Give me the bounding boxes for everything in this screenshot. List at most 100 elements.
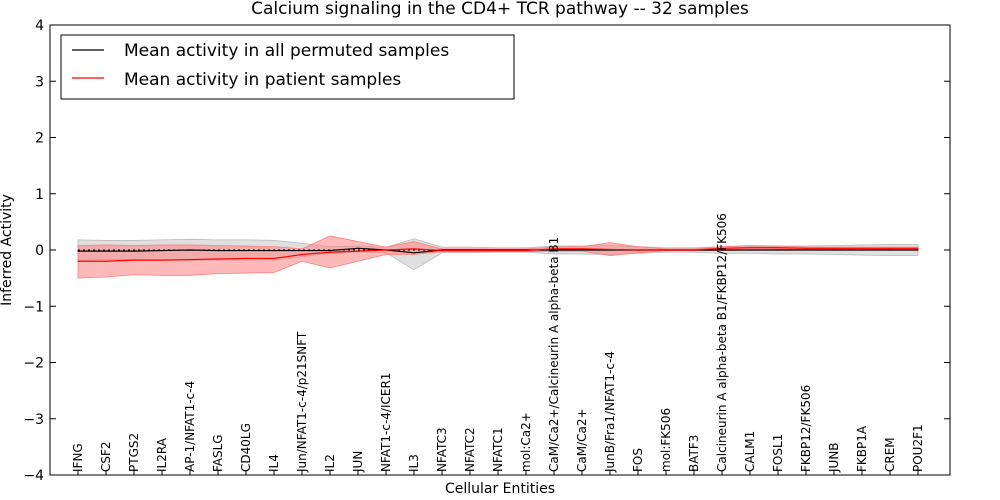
x-tick-label: FKBP1A <box>855 425 869 472</box>
x-tick-label: NFATC1 <box>491 427 505 472</box>
y-tick-label: 4 <box>35 18 44 34</box>
point-patient <box>441 249 443 252</box>
point-patient <box>581 248 583 250</box>
point-permuted <box>301 249 303 252</box>
x-tick-label: Jun/NFAT1-c-4/p21SNFT <box>295 331 309 473</box>
x-tick-label: CaM/Ca2+/Calcineurin A alpha-beta B1 <box>547 237 561 472</box>
x-tick-label: POU2F1 <box>911 424 925 472</box>
point-permuted <box>889 249 891 251</box>
y-tick-label: 0 <box>35 243 44 259</box>
point-permuted <box>833 249 835 251</box>
point-patient <box>105 260 107 262</box>
point-patient <box>469 249 471 252</box>
x-tick-label: CALM1 <box>743 431 757 472</box>
point-permuted <box>805 249 807 251</box>
point-patient <box>133 259 135 261</box>
x-tick-label: mol:FK506 <box>659 408 673 472</box>
point-patient <box>833 247 835 249</box>
confidence-bands <box>77 235 919 279</box>
point-patient <box>637 249 639 251</box>
point-permuted <box>245 249 247 252</box>
point-patient <box>749 247 751 249</box>
point-permuted <box>861 249 863 251</box>
y-tick-label: 3 <box>35 74 44 90</box>
x-tick-label: JunB/Fra1/NFAT1-c-4 <box>603 351 617 473</box>
point-patient <box>609 248 611 251</box>
x-tick-label: CSF2 <box>99 441 113 472</box>
x-tick-label: IL2RA <box>155 437 169 472</box>
y-tick-label: −3 <box>23 412 44 428</box>
x-tick-label: FOS <box>631 448 645 472</box>
y-tick-label: −1 <box>23 299 44 315</box>
legend-label-patient: Mean activity in patient samples <box>124 70 401 90</box>
x-tick-label: PTGS2 <box>127 433 141 472</box>
x-tick-label: IL4 <box>267 454 281 472</box>
x-tick-label: BATF3 <box>687 435 701 472</box>
x-tick-label: FASLG <box>211 434 225 472</box>
x-tick-label: JUN <box>351 451 365 473</box>
point-permuted <box>133 250 135 252</box>
point-patient <box>161 259 163 261</box>
point-patient <box>777 247 779 249</box>
x-tick-label: CD40LG <box>239 423 253 472</box>
x-axis-label: Cellular Entities <box>445 481 555 497</box>
legend-box <box>60 34 515 100</box>
x-tick-label: FOSL1 <box>771 434 785 472</box>
y-tick-label: 1 <box>35 187 44 203</box>
x-tick-label: IL3 <box>407 454 421 472</box>
y-tick-label: 2 <box>35 131 44 147</box>
point-permuted <box>413 252 415 254</box>
point-patient <box>917 247 919 249</box>
x-axis: IFNG CSF2 PTGS2 IL2RA AP-1/NFAT1-c-4 FASLG CD4… <box>71 213 925 475</box>
point-patient <box>385 249 387 251</box>
legend-label-permuted: Mean activity in all permuted samples <box>124 41 449 61</box>
point-patient <box>301 253 303 256</box>
x-tick-label: IFNG <box>71 443 85 472</box>
point-patient <box>273 257 275 260</box>
x-tick-label: FKBP12/FK506 <box>799 385 813 472</box>
legend: Mean activity in all permuted samples Me… <box>60 34 515 100</box>
point-patient <box>553 248 555 250</box>
x-tick-label: NFATC3 <box>435 427 449 472</box>
point-patient <box>189 258 191 261</box>
x-tick-label: AP-1/NFAT1-c-4 <box>183 381 197 472</box>
x-tick-label: mol:Ca2+ <box>519 412 533 472</box>
point-permuted <box>77 250 79 252</box>
point-permuted <box>749 249 751 251</box>
x-tick-label: CaM/Ca2+ <box>575 408 589 472</box>
series-lines <box>77 247 919 262</box>
point-patient <box>861 247 863 249</box>
point-permuted <box>581 249 583 251</box>
point-patient <box>245 257 247 260</box>
point-patient <box>665 249 667 251</box>
point-patient <box>889 247 891 249</box>
point-permuted <box>917 249 919 251</box>
y-tick-label: −2 <box>23 356 44 372</box>
point-patient <box>357 250 359 252</box>
y-tick-label: −4 <box>23 468 44 484</box>
point-permuted <box>721 249 723 251</box>
point-patient <box>77 260 79 262</box>
point-permuted <box>777 249 779 251</box>
point-patient <box>525 249 527 252</box>
point-patient <box>413 248 415 250</box>
x-tick-label: JUNB <box>827 442 841 473</box>
point-permuted <box>357 247 359 249</box>
point-patient <box>329 251 331 253</box>
point-permuted <box>189 249 191 251</box>
point-permuted <box>161 249 163 252</box>
chart-title: Calcium signaling in the CD4+ TCR pathwa… <box>251 0 749 19</box>
x-tick-label: IL2 <box>323 454 337 472</box>
point-patient <box>497 249 499 252</box>
point-patient <box>805 247 807 249</box>
point-permuted <box>329 249 331 252</box>
x-tick-label: NFATC2 <box>463 427 477 472</box>
point-patient <box>721 247 723 249</box>
y-axis-label: Inferred Activity <box>0 194 15 306</box>
point-permuted <box>105 250 107 252</box>
point-permuted <box>553 249 555 251</box>
x-tick-label: NFAT1-c-4/ICER1 <box>379 373 393 472</box>
point-permuted <box>217 249 219 252</box>
point-permuted <box>273 249 275 252</box>
